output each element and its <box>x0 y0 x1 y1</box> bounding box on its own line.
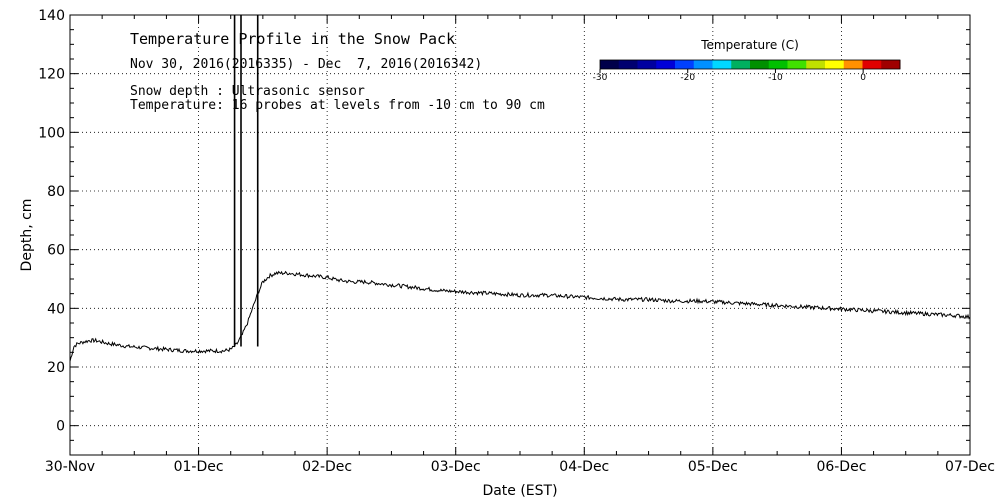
colorbar-swatch <box>750 60 770 69</box>
y-tick-label: 120 <box>38 67 65 83</box>
y-tick-label: 0 <box>56 419 65 435</box>
colorbar-tick-label: -20 <box>680 73 695 83</box>
x-axis-label: Date (EST) <box>482 483 557 499</box>
x-tick-label: 03-Dec <box>431 459 481 475</box>
colorbar-swatch <box>637 60 657 69</box>
colorbar-swatch <box>618 60 638 69</box>
colorbar-swatch <box>862 60 882 69</box>
colorbar-frame <box>599 59 901 70</box>
chart-subtitle: Nov 30, 2016(2016335) - Dec 7, 2016(2016… <box>130 57 483 72</box>
y-tick-label: 80 <box>47 184 65 200</box>
x-tick-label: 05-Dec <box>688 459 738 475</box>
colorbar-swatch <box>712 60 732 69</box>
chart-title: Temperature Profile in the Snow Pack <box>130 30 456 48</box>
colorbar-swatch <box>768 60 788 69</box>
colorbar-swatch <box>843 60 863 69</box>
y-tick-label: 140 <box>38 8 65 24</box>
x-tick-label: 01-Dec <box>174 459 224 475</box>
y-tick-label: 20 <box>47 360 65 376</box>
chart-note-temperature: Temperature: 16 probes at levels from -1… <box>130 98 545 113</box>
plot-frame <box>69 14 971 456</box>
colorbar-swatch <box>825 60 845 69</box>
y-tick-label: 60 <box>47 243 65 259</box>
colorbar-tick-label: -30 <box>593 73 608 83</box>
colorbar-swatch <box>693 60 713 69</box>
colorbar-swatch <box>806 60 826 69</box>
x-tick-label: 06-Dec <box>816 459 866 475</box>
y-axis-label: Depth, cm <box>19 199 35 272</box>
x-tick-label: 02-Dec <box>302 459 352 475</box>
colorbar-swatch <box>731 60 751 69</box>
snow-depth-line <box>69 270 971 362</box>
colorbar-tick-label: -10 <box>768 73 783 83</box>
x-tick-label: 30-Nov <box>45 459 95 475</box>
x-tick-label: 07-Dec <box>945 459 995 475</box>
colorbar-swatch <box>675 60 695 69</box>
chart-note-snow-depth: Snow depth : Ultrasonic sensor <box>130 84 365 99</box>
colorbar-swatch <box>600 60 620 69</box>
colorbar-swatch <box>881 60 901 69</box>
x-tick-label: 04-Dec <box>559 459 609 475</box>
y-tick-label: 40 <box>47 301 65 317</box>
colorbar-tick-label: 0 <box>860 73 866 83</box>
colorbar-swatch <box>656 60 676 69</box>
colorbar-title: Temperature (C) <box>701 38 799 52</box>
y-tick-label: 100 <box>38 125 65 141</box>
colorbar-swatch <box>787 60 807 69</box>
